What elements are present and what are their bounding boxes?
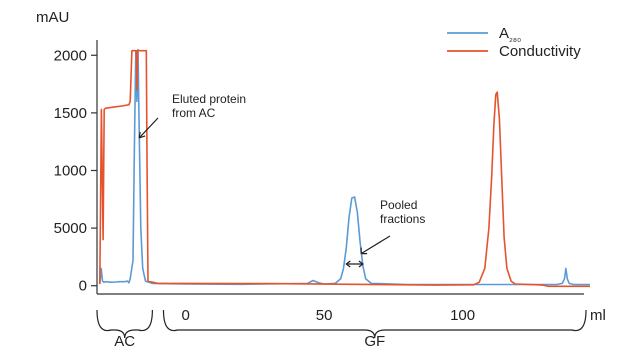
legend-label-subscript: ₂₈₀ — [509, 33, 521, 44]
legend-label-main: A — [499, 25, 509, 42]
x-axis-unit: ml — [590, 307, 606, 324]
annotation-text-line: Pooled — [380, 198, 417, 212]
legend-label: A₂₈₀ — [499, 25, 521, 44]
x-tick-label: 0 — [181, 307, 189, 324]
conductivity-series-line — [99, 49, 590, 288]
x-tick-label: 50 — [316, 307, 333, 324]
y-axis-unit: mAU — [36, 9, 69, 26]
y-tick-label: 0 — [79, 278, 87, 295]
y-tick-label: 5000 — [54, 220, 87, 237]
y-tick-label: 1000 — [54, 162, 87, 179]
a280-series-line — [99, 48, 590, 286]
annotation-text-line: Eluted protein — [172, 92, 246, 106]
annotation-arrow-shaft — [138, 117, 159, 139]
y-tick-label: 1500 — [54, 105, 87, 122]
region-label: AC — [114, 333, 135, 348]
annotation-text-line: fractions — [380, 212, 425, 226]
region-brace-gf — [162, 309, 587, 339]
y-tick-label: 2000 — [54, 47, 87, 64]
annotation-arrow-head — [138, 131, 146, 139]
x-tick-label: 100 — [450, 307, 475, 324]
series-layer — [99, 48, 590, 288]
region-brace-ac — [96, 309, 153, 339]
regions: AC GF — [96, 309, 587, 348]
region-label: GF — [364, 333, 385, 348]
axes: 0 5000 1000 1500 2000 0 50 100 — [54, 40, 584, 324]
annotation-text-line: from AC — [172, 106, 216, 120]
annotation-arrow-shaft — [360, 235, 391, 255]
annotation-arrow-head — [360, 247, 368, 255]
legend-label: Conductivity — [499, 43, 581, 60]
pooled-range-arrowheads — [345, 260, 364, 268]
